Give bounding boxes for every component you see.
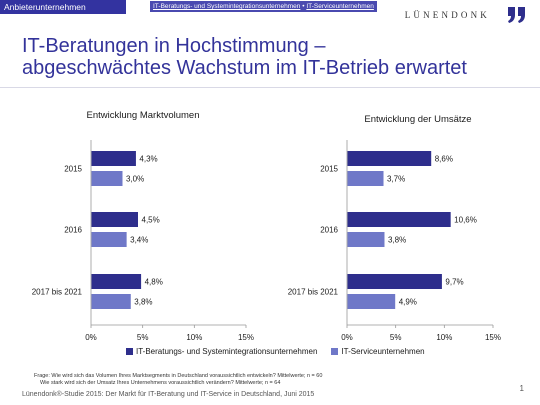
footnote-line-1: Frage: Wie wird sich das Volumen Ihres M…	[34, 373, 323, 379]
chart-0-bar-s1-2	[91, 294, 131, 309]
chart-1-tick-label-0: 0%	[341, 333, 353, 342]
chart-1-bar-s0-0	[347, 151, 432, 166]
chart-0-value-label-s1-2: 3,8%	[134, 298, 152, 307]
legend-label-consulting: IT-Beratungs- und Systemintegrationsunte…	[136, 347, 318, 356]
chart-0-bar-s1-0	[91, 171, 123, 186]
legend-label-service: IT-Serviceunternehmen	[341, 347, 425, 356]
chart-0-value-label-s0-2: 4,8%	[145, 278, 163, 287]
breadcrumb-separator: •	[300, 3, 307, 10]
title-divider	[0, 87, 540, 88]
chart-1-bar-s1-2	[347, 294, 396, 309]
chart-1-title: Entwicklung der Umsätze	[364, 114, 471, 125]
chart-1-category-label-2: 2017 bis 2021	[288, 288, 339, 297]
source-note: Lünendonk®-Studie 2015: Der Markt für IT…	[22, 391, 315, 398]
chart-0-value-label-s0-0: 4,3%	[139, 155, 157, 164]
chart-1-bar-s0-1	[347, 212, 451, 227]
chart-0-title: Entwicklung Marktvolumen	[87, 110, 200, 121]
breadcrumb-link-service[interactable]: IT-Serviceunternehmen	[306, 3, 374, 10]
chart-0-bar-s1-1	[91, 232, 127, 247]
chart-1-bar-s0-2	[347, 274, 442, 289]
chart-0-category-label-0: 2015	[64, 165, 82, 174]
chart-1-bar-s1-0	[347, 171, 384, 186]
top-bar: Anbieterunternehmen IT-Beratungs- und Sy…	[0, 0, 540, 14]
chart-0-value-label-s1-0: 3,0%	[126, 175, 144, 184]
chart-0-tick-label-1: 5%	[137, 333, 149, 342]
footnote: Frage: Wie wird sich das Volumen Ihres M…	[34, 373, 322, 387]
company-logo-text: LÜNENDONK	[404, 10, 490, 20]
chart-0-category-label-2: 2017 bis 2021	[32, 288, 83, 297]
chart-1-value-label-s0-1: 10,6%	[454, 216, 477, 225]
chart-0-bar-s0-1	[91, 212, 138, 227]
chart-1-tick-label-3: 15%	[485, 333, 501, 342]
chart-1-category-label-1: 2016	[320, 226, 338, 235]
chart-0-value-label-s0-1: 4,5%	[142, 216, 160, 225]
footnote-line-2: Wie stark wird sich der Umsatz Ihres Unt…	[40, 380, 281, 386]
charts-area: Entwicklung Marktvolumen 0% 5% 10% 15% 2015 4,…	[32, 110, 501, 342]
chart-1-tick-label-2: 10%	[436, 333, 452, 342]
chart-0-tick-label-2: 10%	[186, 333, 202, 342]
legend-swatch-consulting	[126, 348, 133, 355]
page-title: IT-Beratungen in Hochstimmung – abgeschw…	[22, 35, 522, 79]
chart-1-value-label-s1-0: 3,7%	[387, 175, 405, 184]
chart-1-value-label-s1-1: 3,8%	[388, 236, 406, 245]
chart-0-bar-s0-0	[91, 151, 136, 166]
chart-0-bar-s0-2	[91, 274, 142, 289]
title-line-2: abgeschwächtes Wachstum im IT-Betrieb er…	[22, 57, 467, 79]
chart-1-bar-s1-1	[347, 232, 385, 247]
chart-1-category-label-0: 2015	[320, 165, 338, 174]
legend-item-consulting: IT-Beratungs- und Systemintegrationsunte…	[126, 347, 317, 356]
chart-1-value-label-s0-0: 8,6%	[435, 155, 453, 164]
section-tag: Anbieterunternehmen	[0, 0, 126, 14]
breadcrumb: IT-Beratungs- und Systemintegrationsunte…	[150, 1, 377, 12]
quote-mark-icon	[508, 7, 525, 23]
legend-item-service: IT-Serviceunternehmen	[331, 347, 425, 356]
chart-1-value-label-s0-2: 9,7%	[445, 278, 463, 287]
chart-0-tick-label-0: 0%	[85, 333, 97, 342]
page-number: 1	[519, 384, 524, 393]
chart-1-tick-label-1: 5%	[390, 333, 402, 342]
breadcrumb-link-consulting[interactable]: IT-Beratungs- und Systemintegrationsunte…	[153, 3, 301, 10]
chart-legend: IT-Beratungs- und Systemintegrationsunte…	[126, 347, 439, 356]
chart-0-value-label-s1-1: 3,4%	[130, 236, 148, 245]
chart-0-tick-label-3: 15%	[238, 333, 254, 342]
legend-swatch-service	[331, 348, 339, 355]
title-line-1: IT-Beratungen in Hochstimmung –	[22, 35, 326, 57]
chart-1-value-label-s1-2: 4,9%	[399, 298, 417, 307]
chart-0-category-label-1: 2016	[64, 226, 82, 235]
